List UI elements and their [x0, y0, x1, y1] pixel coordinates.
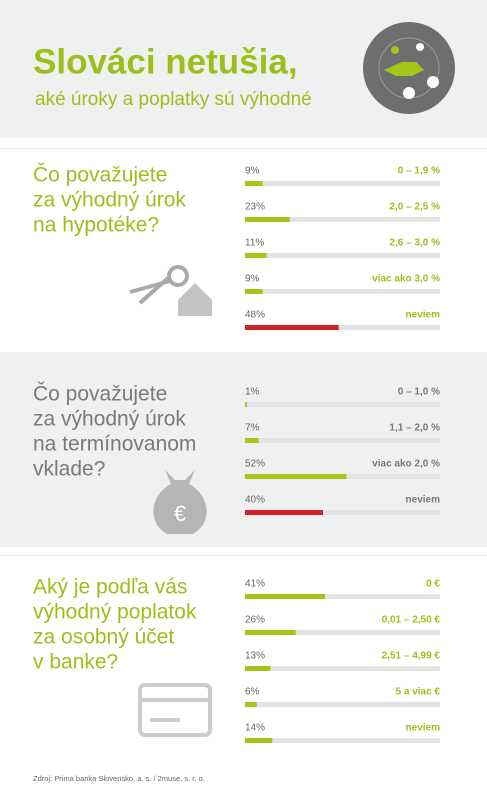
value-label: 13%: [245, 651, 265, 662]
question: za osobný účet: [33, 626, 174, 649]
bar-track: [245, 594, 440, 599]
category-label: 0 – 1,0 %: [398, 387, 440, 398]
bar: [245, 510, 323, 515]
category-label: neviem: [406, 723, 441, 734]
value-label: 7%: [245, 423, 260, 434]
header-icon: [363, 22, 455, 114]
value-label: 6%: [245, 687, 260, 698]
value-label: 23%: [245, 202, 265, 213]
question: Čo považujete: [33, 383, 167, 406]
question: vklade?: [33, 458, 105, 481]
bar-track: [245, 666, 440, 671]
category-label: viac ako 3,0 %: [372, 274, 440, 285]
bar: [245, 702, 257, 707]
page-title: Slováci netušia,: [33, 42, 298, 81]
bar: [245, 474, 347, 479]
value-label: 9%: [245, 274, 260, 285]
value-label: 1%: [245, 387, 260, 398]
question: na termínovanom: [33, 433, 196, 456]
value-label: 9%: [245, 166, 260, 177]
category-label: 5 a viac €: [396, 687, 441, 698]
card-icon: [138, 683, 212, 737]
question: výhodný poplatok: [33, 601, 197, 624]
value-label: 11%: [245, 238, 264, 249]
bar-track: [245, 438, 440, 443]
keys-icon: [129, 265, 212, 316]
bar: [245, 402, 247, 407]
bar: [245, 253, 267, 258]
bar-track: [245, 253, 440, 258]
bar-track: [245, 510, 440, 515]
question: za výhodný úrok: [33, 408, 186, 431]
bar-track: [245, 738, 440, 743]
bar-track: [245, 181, 440, 186]
bar: [245, 630, 296, 635]
category-label: neviem: [406, 495, 441, 506]
separator: [0, 555, 487, 556]
category-label: 0,01 – 2,50 €: [382, 615, 441, 626]
bar: [245, 438, 259, 443]
bar: [245, 181, 263, 186]
money-bag-icon: €: [153, 470, 207, 534]
page-subtitle: aké úroky a poplatky sú výhodné: [35, 89, 312, 110]
question: v banke?: [33, 651, 118, 674]
value-label: 14%: [245, 723, 265, 734]
bar-track: [245, 217, 440, 222]
bar-track: [245, 325, 440, 330]
category-label: 2,6 – 3,0 %: [389, 238, 440, 249]
category-label: neviem: [406, 310, 441, 321]
source: Zdroj: Prima banka Slovensko, a. s. / 2m…: [33, 774, 205, 783]
category-label: 0 €: [426, 579, 440, 590]
value-label: 26%: [245, 615, 265, 626]
value-label: 48%: [245, 310, 265, 321]
svg-text:€: €: [174, 501, 186, 526]
bar: [245, 217, 290, 222]
bar-track: [245, 702, 440, 707]
bar: [245, 289, 263, 294]
category-label: 2,0 – 2,5 %: [389, 202, 440, 213]
value-label: 40%: [245, 495, 265, 506]
category-label: viac ako 2,0 %: [372, 459, 440, 470]
question: za výhodný úrok: [33, 189, 186, 212]
separator: [0, 148, 487, 149]
bar-track: [245, 630, 440, 635]
question: Čo považujete: [33, 164, 167, 187]
bar-track: [245, 402, 440, 407]
bar: [245, 594, 325, 599]
bar-track: [245, 289, 440, 294]
bar: [245, 325, 339, 330]
value-label: 41%: [245, 579, 265, 590]
question: na hypotéke?: [33, 214, 159, 237]
value-label: 52%: [245, 459, 265, 470]
question: Aký je podľa vás: [33, 576, 187, 599]
bar: [245, 738, 273, 743]
bar: [245, 666, 271, 671]
category-label: 2,51 – 4,99 €: [382, 651, 441, 662]
category-label: 1,1 – 2,0 %: [389, 423, 440, 434]
category-label: 0 – 1,9 %: [398, 166, 440, 177]
